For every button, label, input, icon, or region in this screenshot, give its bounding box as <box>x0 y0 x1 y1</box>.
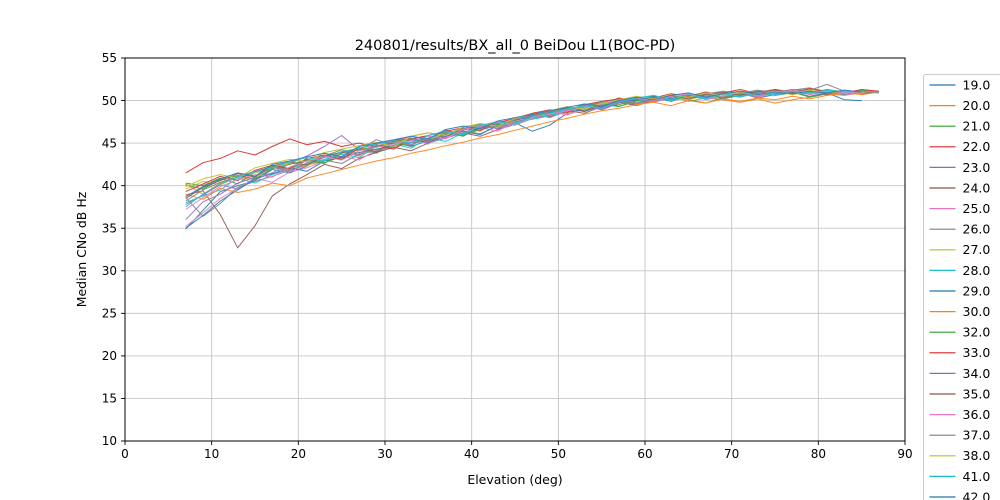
x-tick-label: 0 <box>121 447 129 461</box>
x-tick-label: 20 <box>291 447 306 461</box>
legend-label: 20.0 <box>963 98 991 113</box>
x-tick-label: 50 <box>551 447 566 461</box>
legend-item: 21.0 <box>929 119 991 134</box>
tick-marks <box>121 57 906 445</box>
legend-item: 36.0 <box>929 407 991 422</box>
series-line-37.0 <box>185 83 862 202</box>
legend-label: 26.0 <box>963 222 991 237</box>
x-tick-label: 40 <box>464 447 479 461</box>
legend-label: 22.0 <box>963 139 991 154</box>
legend-item: 34.0 <box>929 366 991 381</box>
legend-label: 42.0 <box>963 489 991 500</box>
legend-label: 33.0 <box>963 345 991 360</box>
series-line-42.0 <box>185 89 862 198</box>
legend-item: 28.0 <box>929 263 991 278</box>
series-line-30.0 <box>185 91 880 200</box>
series-line-35.0 <box>185 89 879 199</box>
x-tick-label: 80 <box>811 447 826 461</box>
legend-label: 34.0 <box>963 366 991 381</box>
legend-item: 26.0 <box>929 222 991 237</box>
legend-item: 24.0 <box>929 180 991 195</box>
legend-item: 35.0 <box>929 386 991 401</box>
x-tick-label: 70 <box>724 447 739 461</box>
y-tick-label: 55 <box>102 51 117 65</box>
legend-item: 38.0 <box>929 448 991 463</box>
legend-label: 29.0 <box>963 283 991 298</box>
x-tick-label: 30 <box>377 447 392 461</box>
legend-label: 32.0 <box>963 325 991 340</box>
series-line-33.0 <box>185 88 880 193</box>
legend-label: 24.0 <box>963 180 991 195</box>
y-axis-label: Median CNo dB Hz <box>74 191 89 307</box>
legend-label: 38.0 <box>963 448 991 463</box>
legend-item: 42.0 <box>929 489 991 500</box>
x-axis-label: Elevation (deg) <box>467 472 562 487</box>
legend-item: 32.0 <box>929 325 991 340</box>
y-tick-label: 15 <box>102 392 117 406</box>
legend-label: 30.0 <box>963 304 991 319</box>
legend-label: 35.0 <box>963 386 991 401</box>
y-tick-label: 35 <box>102 221 117 235</box>
y-tick-label: 40 <box>102 179 117 193</box>
y-tick-label: 10 <box>102 434 117 448</box>
legend-item: 23.0 <box>929 160 991 175</box>
legend-item: 19.0 <box>929 77 991 92</box>
legend-item: 25.0 <box>929 201 991 216</box>
series-lines <box>185 83 880 249</box>
y-tick-label: 50 <box>102 94 117 108</box>
legend-item: 22.0 <box>929 139 991 154</box>
legend-label: 28.0 <box>963 263 991 278</box>
plot-border <box>124 57 906 442</box>
legend-label: 21.0 <box>963 119 991 134</box>
legend-label: 37.0 <box>963 428 991 443</box>
x-tick-label: 10 <box>204 447 219 461</box>
legend-item: 27.0 <box>929 242 991 257</box>
y-tick-label: 20 <box>102 349 117 363</box>
legend-label: 25.0 <box>963 201 991 216</box>
legend-item: 37.0 <box>929 428 991 443</box>
y-tick-label: 25 <box>102 307 117 321</box>
y-tick-label: 45 <box>102 136 117 150</box>
legend-item: 20.0 <box>929 98 991 113</box>
legend-label: 27.0 <box>963 242 991 257</box>
legend-item: 41.0 <box>929 469 991 484</box>
legend-label: 36.0 <box>963 407 991 422</box>
legend: 19.0 20.0 21.0 22.0 23.0 24.0 25.0 26.0 27.0 28.0… <box>923 74 1000 500</box>
x-tick-label: 60 <box>637 447 652 461</box>
legend-label: 41.0 <box>963 469 991 484</box>
legend-label: 19.0 <box>963 77 991 92</box>
legend-label: 23.0 <box>963 160 991 175</box>
chart-title: 240801/results/BX_all_0 BeiDou L1(BOC-PD… <box>355 38 676 54</box>
tick-labels: 0 10 20 30 40 50 60 70 80 90 10 15 20 25 30 35 40 45 50 55 <box>102 51 913 461</box>
legend-item: 33.0 <box>929 345 991 360</box>
x-tick-label: 90 <box>897 447 912 461</box>
legend-item: 30.0 <box>929 304 991 319</box>
y-tick-label: 30 <box>102 264 117 278</box>
legend-item: 29.0 <box>929 283 991 298</box>
